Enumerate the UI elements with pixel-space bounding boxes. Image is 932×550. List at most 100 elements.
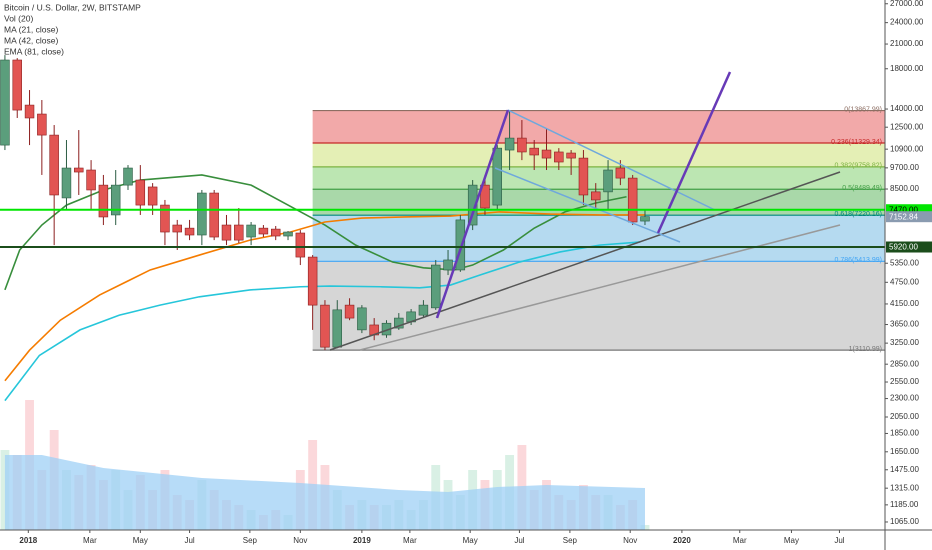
price-axis-bg	[885, 0, 932, 550]
y-tick-label: 4150.00	[890, 299, 919, 308]
x-tick-label: Mar	[733, 536, 747, 545]
candle-body	[640, 216, 650, 222]
price-badge-label: 7152.84	[889, 212, 918, 221]
x-tick-label: May	[784, 536, 799, 545]
candle-body	[0, 59, 10, 146]
candle-body	[504, 137, 515, 151]
projection-line	[656, 71, 732, 234]
y-tick-label: 1065.00	[890, 517, 919, 526]
fib-label: 0.236(11329.34)	[831, 139, 882, 146]
candle-body	[147, 186, 158, 206]
y-tick-label: 2300.00	[890, 394, 919, 403]
candle-body	[603, 169, 613, 193]
y-tick-label: 1850.00	[890, 429, 919, 438]
candle-body	[554, 151, 564, 163]
price-badge	[886, 241, 932, 253]
fib-band	[312, 166, 885, 190]
candle-body	[197, 192, 207, 236]
fib-layer: 0(13867.99) 0.236(11329.34) 0.382(9758.82)…	[312, 106, 885, 353]
candle-body	[86, 169, 96, 191]
candle-body	[246, 224, 256, 238]
y-tick-label: 24000.00	[890, 18, 924, 27]
ma-line	[4, 174, 627, 291]
candle-body	[307, 256, 318, 306]
x-tick-label: Sep	[243, 536, 258, 545]
x-tick-label: Mar	[83, 536, 97, 545]
candle-body	[221, 224, 232, 241]
candle-body	[394, 317, 404, 329]
candle-body	[467, 184, 478, 226]
candle-body	[320, 304, 330, 348]
candle-body	[283, 231, 293, 237]
y-tick-label: 5350.00	[890, 258, 919, 267]
candle-body	[357, 307, 367, 331]
candle-body	[418, 304, 429, 316]
candle-body	[430, 264, 441, 309]
y-tick-label: 3650.00	[890, 320, 919, 329]
ma-line	[4, 211, 645, 382]
x-tick-label: 2019	[353, 536, 371, 545]
fib-band	[312, 110, 885, 143]
candle-body	[591, 191, 601, 201]
candle-body	[110, 184, 121, 216]
fib-band	[312, 215, 885, 262]
chart-title: Bitcoin / U.S. Dollar, 2W, BITSTAMP	[4, 2, 141, 12]
y-tick-label: 2050.00	[890, 412, 919, 421]
x-tick-label: Jul	[184, 536, 194, 545]
candle-body	[480, 184, 490, 209]
ma-line	[4, 241, 641, 402]
y-tick-label: 3250.00	[890, 338, 919, 347]
candle-body	[578, 157, 589, 196]
impulse-line	[435, 109, 510, 319]
fib-label: 1(3110.99)	[849, 346, 882, 353]
y-tick-label: 8500.00	[890, 184, 919, 193]
candle-body	[74, 167, 84, 173]
candle-body	[295, 232, 306, 258]
y-tick-label: 1475.00	[890, 465, 919, 474]
y-tick-label: 27000.00	[890, 0, 924, 8]
price-badge	[886, 211, 932, 223]
price-badge-label: 7470.00	[889, 205, 918, 214]
candle-body	[61, 167, 72, 199]
y-tick-label: 1650.00	[890, 447, 919, 456]
fib-label: 0(13867.99)	[844, 106, 882, 113]
candle-body	[172, 224, 182, 233]
legend-entry: MA (21, close)	[4, 24, 58, 34]
fib-band	[312, 142, 885, 167]
legend-entry: EMA (81, close)	[4, 46, 64, 56]
candle-body	[98, 184, 109, 218]
legend: Bitcoin / U.S. Dollar, 2W, BITSTAMP Vol …	[4, 2, 141, 56]
candle-body	[209, 192, 219, 238]
fib-label: 0.786(5413.99)	[835, 257, 882, 264]
fib-label: 0.382(9758.82)	[835, 163, 882, 170]
y-tick-label: 9700.00	[890, 163, 919, 172]
candle-body	[615, 167, 626, 179]
candle-body	[24, 104, 35, 119]
price-lines	[0, 208, 885, 249]
x-tick-label: Sep	[563, 536, 578, 545]
y-tick-label: 2550.00	[890, 377, 919, 386]
channel-line	[494, 167, 681, 243]
candle-body	[517, 137, 527, 153]
x-tick-label: Nov	[293, 536, 307, 545]
x-tick-label: 2018	[19, 536, 37, 545]
y-tick-label: 1315.00	[890, 483, 919, 492]
x-tick-label: 2020	[673, 536, 691, 545]
channel-line	[507, 109, 716, 211]
candle-body	[37, 113, 47, 136]
y-tick-label: 21000.00	[890, 39, 924, 48]
candle-body	[566, 152, 576, 159]
candle-body	[184, 227, 195, 236]
candle-body	[332, 309, 342, 348]
trendline	[359, 224, 841, 351]
candle-layer	[0, 55, 650, 351]
price-badge	[886, 204, 932, 216]
candle-body	[455, 219, 466, 271]
time-axis-bg	[0, 530, 932, 550]
y-tick-label: 10900.00	[890, 144, 924, 153]
y-tick-label: 12500.00	[890, 122, 924, 131]
candle-body	[344, 304, 355, 319]
candle-body	[123, 167, 133, 186]
drawings	[329, 71, 841, 351]
candle-body	[160, 204, 170, 233]
